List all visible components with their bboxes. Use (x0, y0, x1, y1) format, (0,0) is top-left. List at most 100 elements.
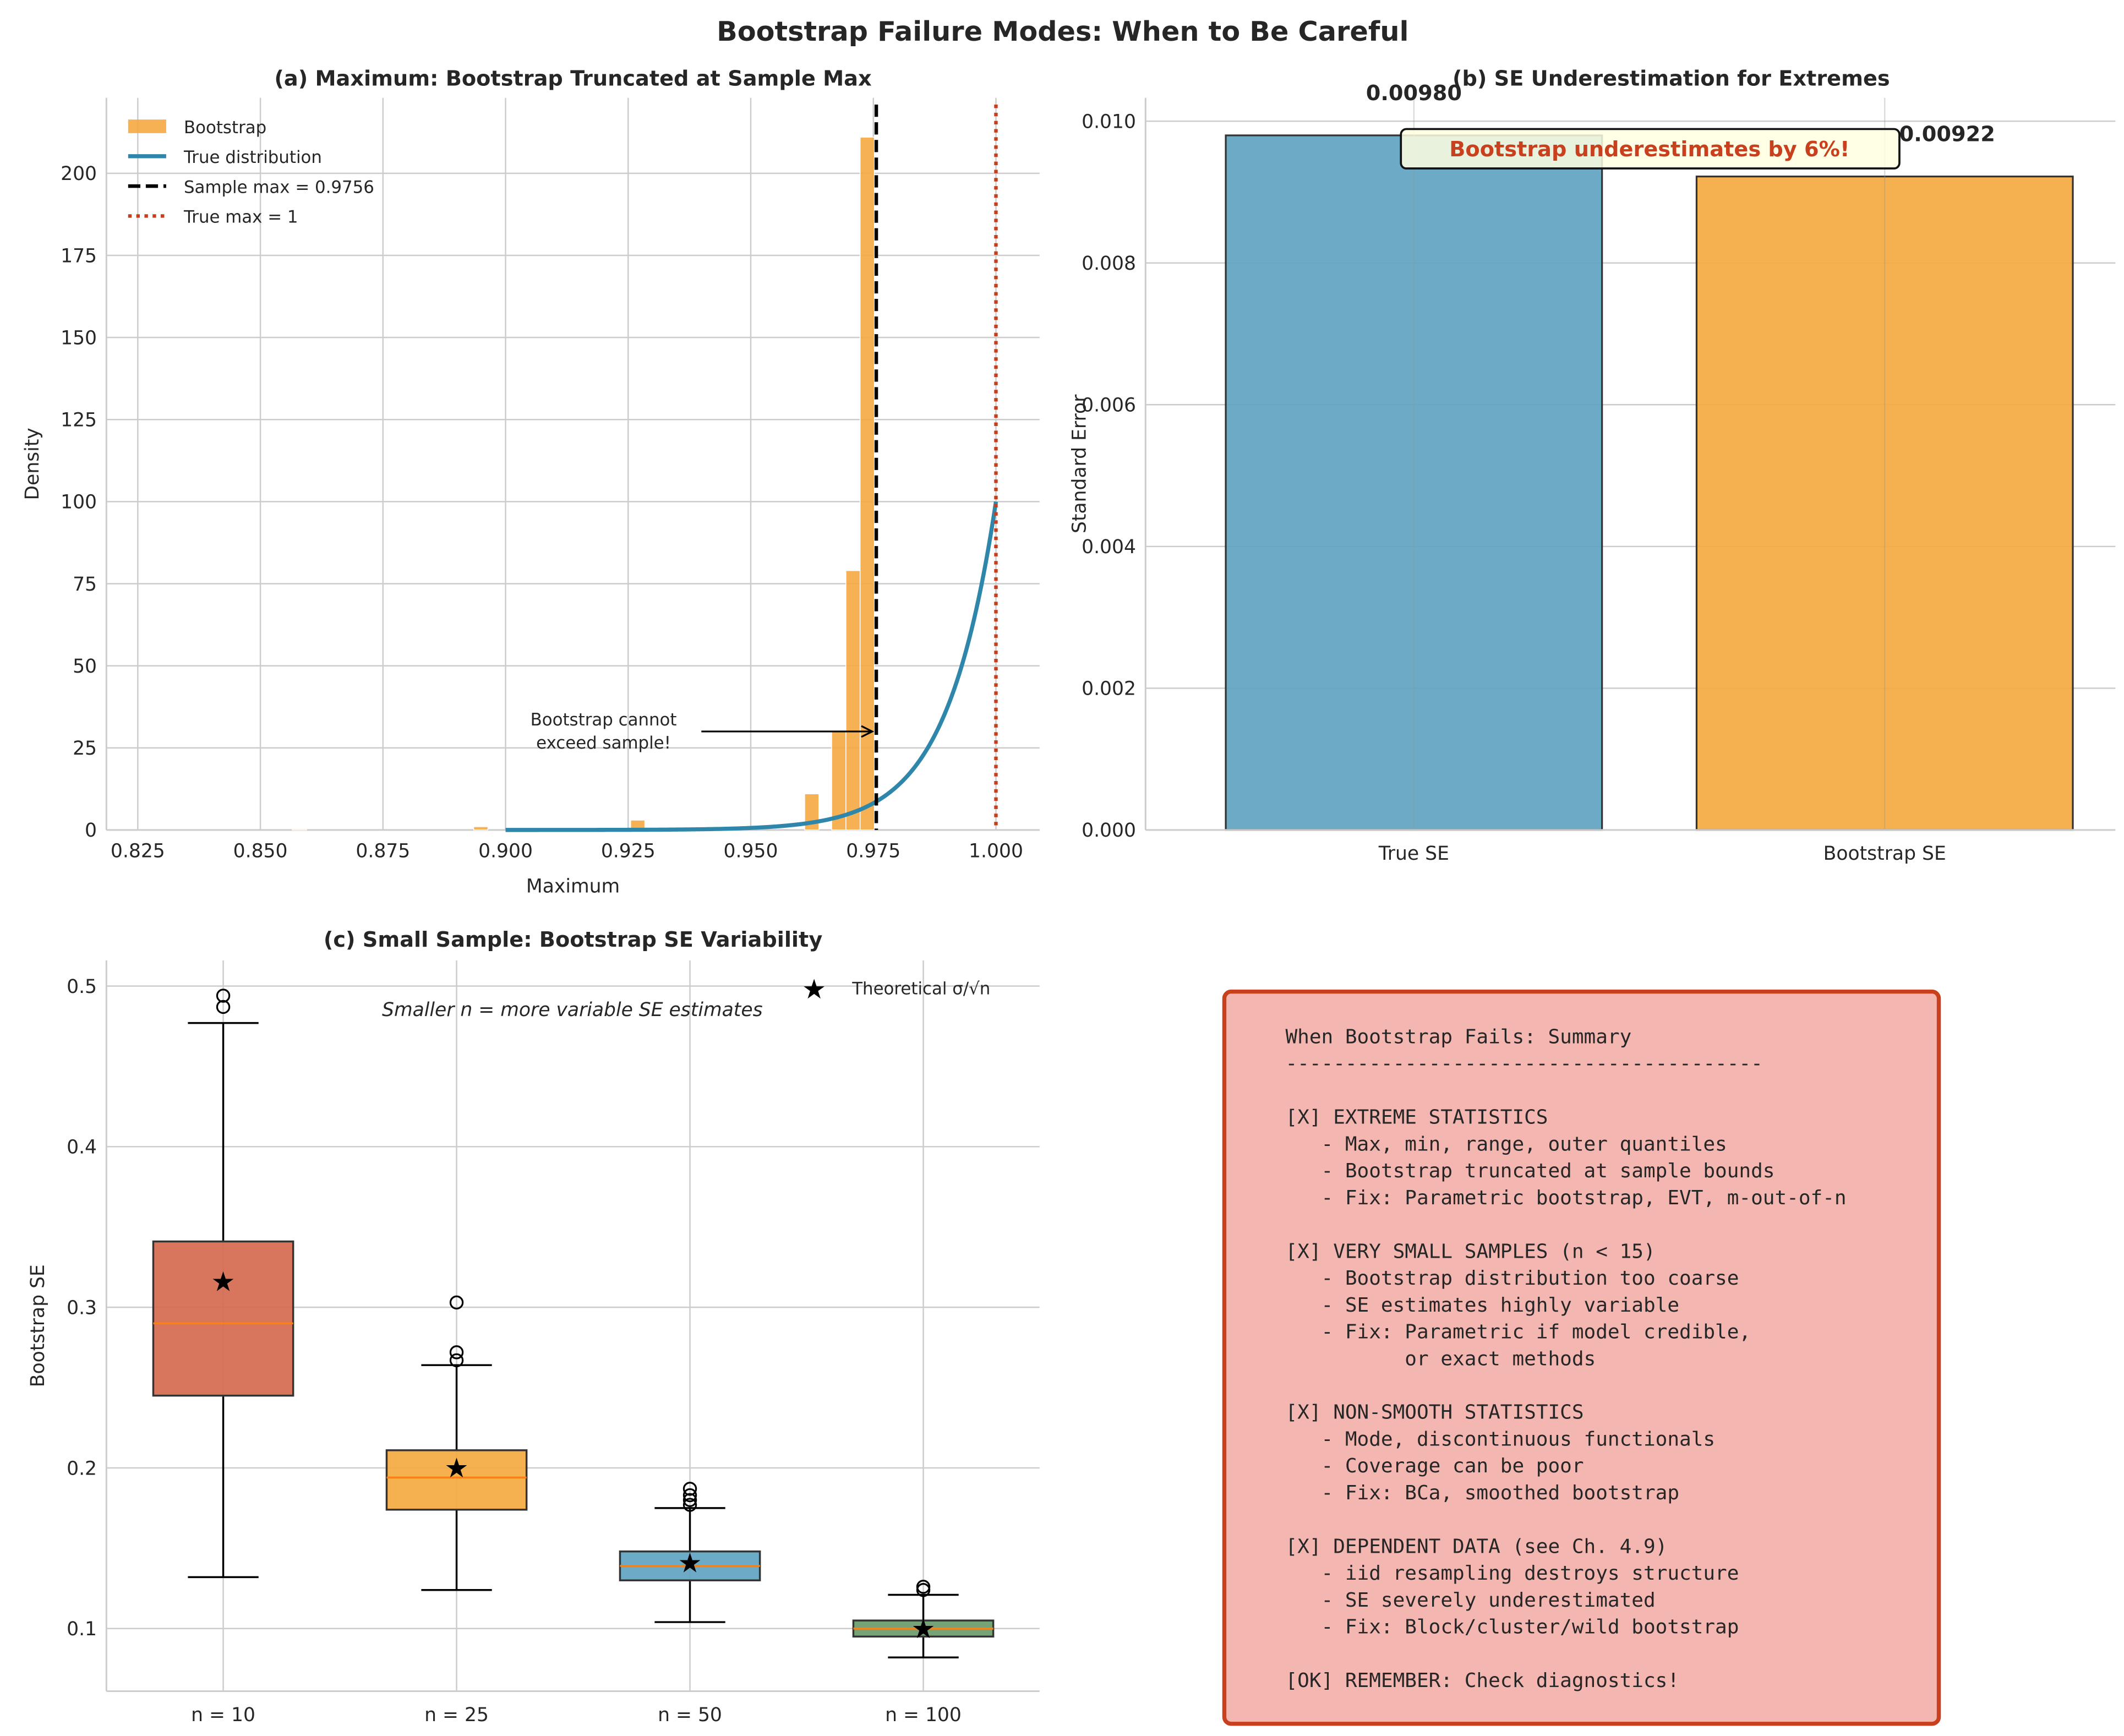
histogram-bar (845, 570, 861, 831)
panel-b-title: (b) SE Underestimation for Extremes (1453, 66, 1890, 91)
x-tick-label: 0.950 (724, 840, 778, 862)
legend-label: True max = 1 (183, 208, 298, 227)
outlier-point (916, 1580, 931, 1594)
y-tick-label: 0.5 (67, 976, 97, 998)
summary-line: [X] EXTREME STATISTICS (1285, 1106, 1548, 1129)
bar-bootstrap-se (1695, 176, 2074, 831)
annotation-text: exceed sample! (536, 733, 671, 753)
x-tick-label: n = 25 (424, 1704, 489, 1726)
panel-b-se-bar-chart: 0.000 0.002 0.004 0.006 0.008 0.010 True SE 0.0… (1069, 66, 2116, 865)
x-tick-label: True SE (1378, 843, 1449, 865)
y-axis-label: Density (21, 428, 43, 500)
x-tick-label: n = 50 (658, 1704, 722, 1726)
y-tick-label: 0.010 (1082, 111, 1136, 133)
box-1 (385, 1449, 528, 1511)
outlier-point (449, 1345, 464, 1360)
x-tick-label: 0.975 (846, 840, 900, 862)
summary-line: - Fix: Parametric bootstrap, EVT, m-out-… (1285, 1187, 1846, 1209)
y-axis-label: Standard Error (1069, 394, 1091, 533)
legend-star-icon: ★ (802, 973, 826, 1005)
x-axis-label: Maximum (526, 875, 620, 897)
annotation-text: Bootstrap cannot (531, 710, 677, 730)
outlier-point (449, 1353, 464, 1368)
x-tick-label: 0.825 (111, 840, 165, 862)
y-tick-label: 75 (73, 574, 97, 596)
legend-label: Bootstrap (184, 118, 266, 138)
outlier-point (449, 1295, 464, 1310)
y-tick-label: 0.000 (1082, 820, 1136, 842)
theoretical-star-icon: ★ (911, 1613, 935, 1645)
y-tick-label: 125 (61, 410, 97, 432)
x-tick-label: Bootstrap SE (1823, 843, 1946, 865)
outlier-point (682, 1498, 697, 1512)
legend-swatch-bootstrap (128, 119, 166, 133)
outlier-point (682, 1493, 697, 1508)
x-tick-label: n = 100 (885, 1704, 962, 1726)
y-tick-label: 0.006 (1082, 395, 1136, 417)
summary-line: - Max, min, range, outer quantiles (1285, 1133, 1727, 1155)
y-tick-label: 50 (73, 656, 97, 678)
y-tick-label: 25 (73, 738, 97, 760)
x-tick-label: 0.900 (478, 840, 533, 862)
y-tick-label: 0 (85, 820, 97, 842)
x-tick-label: 0.850 (233, 840, 288, 862)
annotation-text: Smaller n = more variable SE estimates (382, 999, 763, 1021)
summary-line: [X] VERY SMALL SAMPLES (n < 15) (1285, 1240, 1655, 1263)
x-tick-label: 1.000 (969, 840, 1023, 862)
summary-line: - Coverage can be poor (1285, 1455, 1584, 1477)
summary-line: - Bootstrap distribution too coarse (1285, 1267, 1739, 1290)
summary-line: [OK] REMEMBER: Check diagnostics! (1285, 1669, 1679, 1692)
legend-label: Sample max = 0.9756 (184, 177, 374, 197)
summary-line: - Fix: Block/cluster/wild bootstrap (1285, 1616, 1739, 1639)
summary-line: [X] NON-SMOOTH STATISTICS (1285, 1401, 1584, 1424)
x-tick-label: 0.925 (601, 840, 656, 862)
summary-line: or exact methods (1285, 1347, 1596, 1370)
panel-c-title: (c) Small Sample: Bootstrap SE Variabili… (324, 927, 822, 952)
y-axis-label: Bootstrap SE (27, 1264, 49, 1387)
y-tick-label: 0.1 (67, 1618, 97, 1640)
summary-line: - Fix: Parametric if model credible, (1285, 1321, 1751, 1344)
x-tick-label: 0.875 (356, 840, 410, 862)
figure-title: Bootstrap Failure Modes: When to Be Care… (717, 15, 1408, 47)
theoretical-star-icon: ★ (211, 1266, 235, 1298)
legend-label: Theoretical σ/√n (851, 979, 990, 999)
histogram-bar (292, 828, 307, 831)
y-tick-label: 150 (61, 327, 97, 349)
true-distribution-line (505, 501, 998, 832)
histogram-bar (473, 826, 489, 831)
bar-value-label: 0.00980 (1366, 81, 1462, 106)
summary-line: - Mode, discontinuous functionals (1285, 1428, 1715, 1450)
y-tick-label: 0.002 (1082, 678, 1136, 700)
summary-line: When Bootstrap Fails: Summary (1285, 1025, 1631, 1048)
y-tick-label: 0.2 (67, 1457, 97, 1480)
theoretical-star-icon: ★ (678, 1547, 702, 1579)
summary-line: - SE severely underestimated (1285, 1589, 1655, 1612)
panel-a-title: (a) Maximum: Bootstrap Truncated at Samp… (274, 66, 872, 91)
summary-line: - SE estimates highly variable (1285, 1294, 1679, 1317)
summary-line: [X] DEPENDENT DATA (see Ch. 4.9) (1285, 1535, 1667, 1558)
annotation-text: Bootstrap underestimates by 6%! (1449, 137, 1849, 162)
annotation-box (1400, 128, 1901, 170)
summary-box-frame (1222, 989, 1941, 1726)
theoretical-star-icon: ★ (444, 1452, 468, 1484)
summary-line: ---------------------------------------- (1285, 1052, 1762, 1075)
bar-true-se (1225, 134, 1603, 831)
y-tick-label: 0.3 (67, 1297, 97, 1319)
y-tick-label: 200 (61, 163, 97, 185)
outlier-point (216, 1000, 231, 1014)
outlier-point (216, 989, 231, 1003)
x-tick-label: n = 10 (191, 1704, 255, 1726)
outlier-point (682, 1488, 697, 1503)
summary-line: - Bootstrap truncated at sample bounds (1285, 1160, 1774, 1182)
histogram-bar (859, 137, 875, 831)
summary-box: When Bootstrap Fails: Summary -----------… (1222, 989, 1941, 1726)
panel-a-maximum-histogram: 0.825 0.850 0.875 0.900 0.925 0.950 0.975 1.000… (21, 66, 1040, 897)
summary-line: - iid resampling destroys structure (1285, 1562, 1739, 1585)
outlier-point (682, 1482, 697, 1496)
legend-label: True distribution (183, 148, 322, 167)
y-tick-label: 0.004 (1082, 536, 1136, 558)
summary-line: - Fix: BCa, smoothed bootstrap (1285, 1482, 1679, 1504)
box-0 (152, 1240, 294, 1397)
